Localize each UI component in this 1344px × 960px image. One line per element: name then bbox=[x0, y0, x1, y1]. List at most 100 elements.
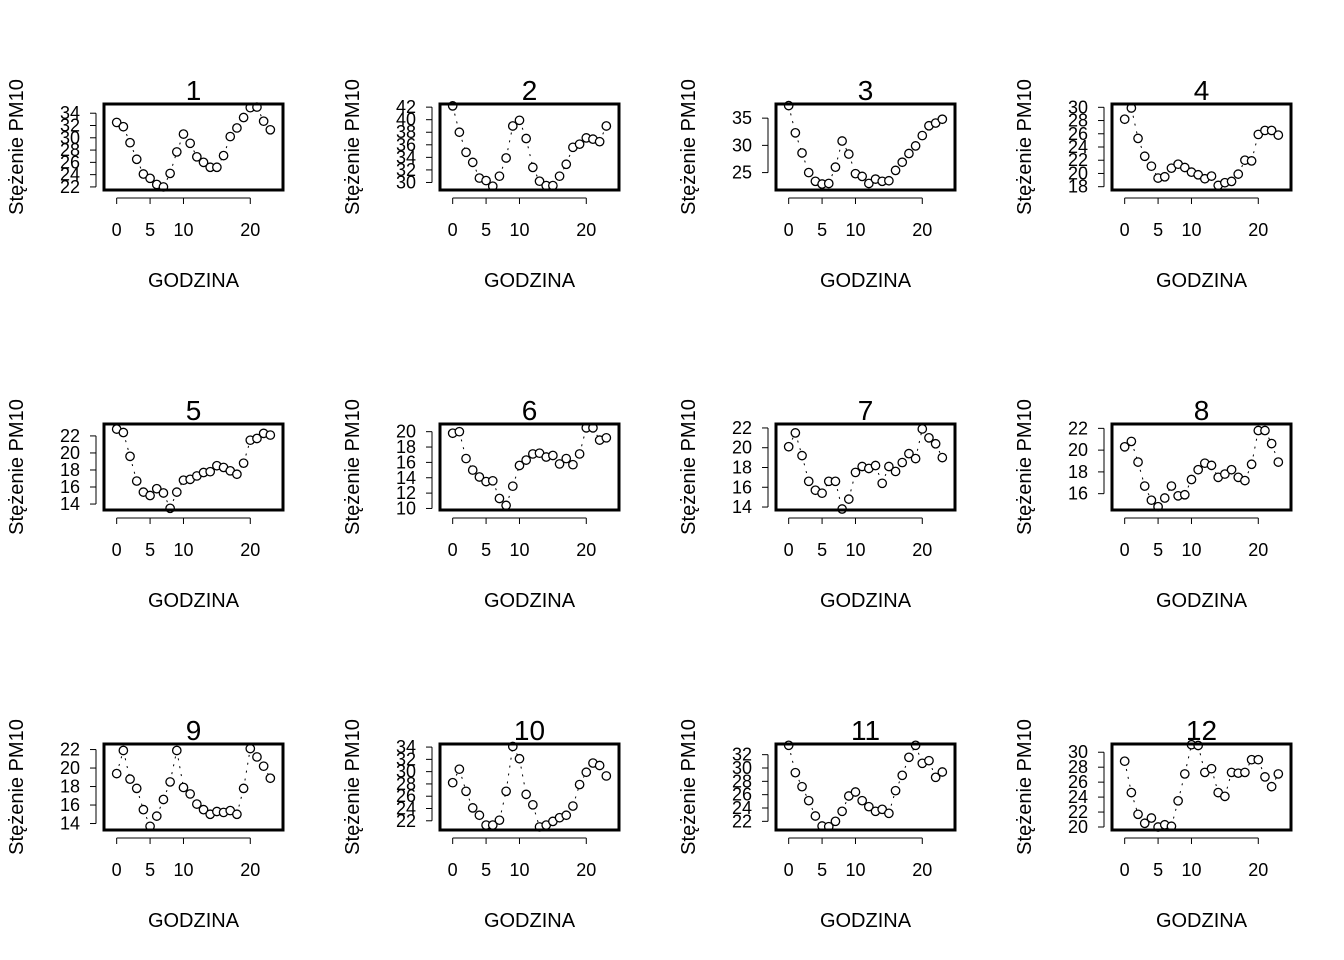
data-point bbox=[1139, 818, 1150, 829]
data-point bbox=[474, 810, 485, 821]
x-tick-label: 10 bbox=[173, 540, 193, 560]
data-point bbox=[171, 147, 182, 157]
data-point bbox=[1146, 813, 1157, 823]
data-point bbox=[265, 124, 276, 135]
y-tick-label: 28 bbox=[60, 140, 80, 160]
data-point bbox=[783, 441, 794, 452]
x-tick-label: 0 bbox=[112, 860, 122, 880]
data-point bbox=[521, 133, 532, 144]
x-tick-label: 20 bbox=[240, 540, 260, 560]
connector-line bbox=[881, 466, 890, 484]
y-tick-label: 20 bbox=[1068, 440, 1088, 460]
y-axis-label: Stężenie PM10 bbox=[342, 79, 364, 215]
data-point bbox=[797, 781, 807, 792]
connector-line bbox=[875, 465, 883, 484]
plot-frame bbox=[1110, 742, 1293, 832]
data-point bbox=[930, 772, 941, 783]
data-point bbox=[467, 157, 478, 168]
connector-line bbox=[1244, 464, 1253, 481]
plot-frame bbox=[438, 422, 621, 512]
connector-line bbox=[176, 750, 184, 788]
y-tick-label: 22 bbox=[1068, 418, 1088, 438]
data-point bbox=[1133, 457, 1143, 467]
data-point bbox=[507, 481, 518, 492]
connector-line bbox=[162, 492, 171, 509]
x-tick-label: 20 bbox=[912, 220, 932, 240]
data-point bbox=[454, 127, 465, 138]
data-point bbox=[1159, 171, 1170, 182]
connector-line bbox=[122, 750, 131, 780]
data-point bbox=[1119, 756, 1130, 767]
x-tick-label: 5 bbox=[817, 860, 827, 880]
x-tick-label: 0 bbox=[112, 540, 122, 560]
y-tick-label: 32 bbox=[396, 160, 416, 180]
panel-title: 1 bbox=[186, 75, 202, 106]
y-tick-label: 16 bbox=[60, 795, 80, 815]
x-tick-label: 5 bbox=[1153, 220, 1163, 240]
connector-line bbox=[169, 750, 178, 783]
data-point bbox=[1266, 781, 1277, 792]
data-point bbox=[527, 162, 538, 173]
data-point bbox=[830, 476, 841, 487]
connector-line bbox=[1124, 761, 1132, 793]
data-point bbox=[917, 130, 928, 141]
x-tick-label: 0 bbox=[448, 540, 458, 560]
connector-line bbox=[505, 746, 514, 792]
connector-line bbox=[142, 809, 151, 827]
connector-line bbox=[599, 125, 607, 142]
x-axis-label: GODZINA bbox=[820, 590, 912, 612]
y-tick-label: 24 bbox=[60, 165, 80, 185]
data-point bbox=[890, 785, 901, 796]
connector-line bbox=[808, 800, 816, 817]
y-tick-label: 20 bbox=[396, 422, 416, 442]
data-point bbox=[904, 448, 914, 459]
data-point bbox=[118, 745, 129, 756]
data-point bbox=[1246, 156, 1257, 166]
y-tick-label: 34 bbox=[60, 103, 80, 123]
x-axis-label: GODZINA bbox=[484, 270, 576, 292]
data-point bbox=[1220, 469, 1230, 479]
data-point bbox=[225, 131, 236, 142]
data-point bbox=[601, 771, 612, 781]
y-axis-label: Stężenie PM10 bbox=[678, 719, 700, 855]
data-point bbox=[501, 153, 511, 163]
data-point bbox=[790, 767, 801, 778]
data-point bbox=[574, 449, 585, 459]
x-axis-label: GODZINA bbox=[484, 590, 576, 612]
data-point bbox=[447, 777, 458, 788]
data-point bbox=[1273, 769, 1284, 779]
y-tick-label: 32 bbox=[732, 745, 752, 765]
data-point bbox=[111, 768, 122, 779]
data-point bbox=[185, 138, 196, 149]
data-point bbox=[904, 752, 914, 763]
data-point bbox=[1273, 457, 1284, 467]
x-tick-label: 5 bbox=[145, 220, 155, 240]
data-point bbox=[454, 426, 465, 437]
y-tick-label: 20 bbox=[60, 758, 80, 778]
data-point bbox=[790, 127, 801, 138]
data-point bbox=[857, 171, 868, 182]
connector-line bbox=[828, 166, 836, 184]
data-point bbox=[138, 804, 149, 815]
data-point bbox=[151, 483, 162, 494]
connector-line bbox=[505, 125, 514, 159]
data-point bbox=[165, 168, 175, 179]
data-point bbox=[1139, 481, 1150, 491]
data-point bbox=[118, 427, 129, 438]
x-axis-label: GODZINA bbox=[1156, 270, 1248, 292]
plot-frame bbox=[438, 742, 621, 832]
panel-title: 12 bbox=[1186, 715, 1217, 746]
data-point bbox=[568, 801, 578, 811]
y-tick-label: 26 bbox=[60, 152, 80, 172]
x-tick-label: 10 bbox=[173, 220, 193, 240]
y-tick-label: 35 bbox=[732, 108, 752, 128]
data-point bbox=[198, 157, 209, 168]
x-tick-label: 5 bbox=[1153, 860, 1163, 880]
y-tick-label: 12 bbox=[396, 483, 416, 503]
x-axis-label: GODZINA bbox=[820, 910, 912, 932]
data-point bbox=[232, 469, 242, 480]
